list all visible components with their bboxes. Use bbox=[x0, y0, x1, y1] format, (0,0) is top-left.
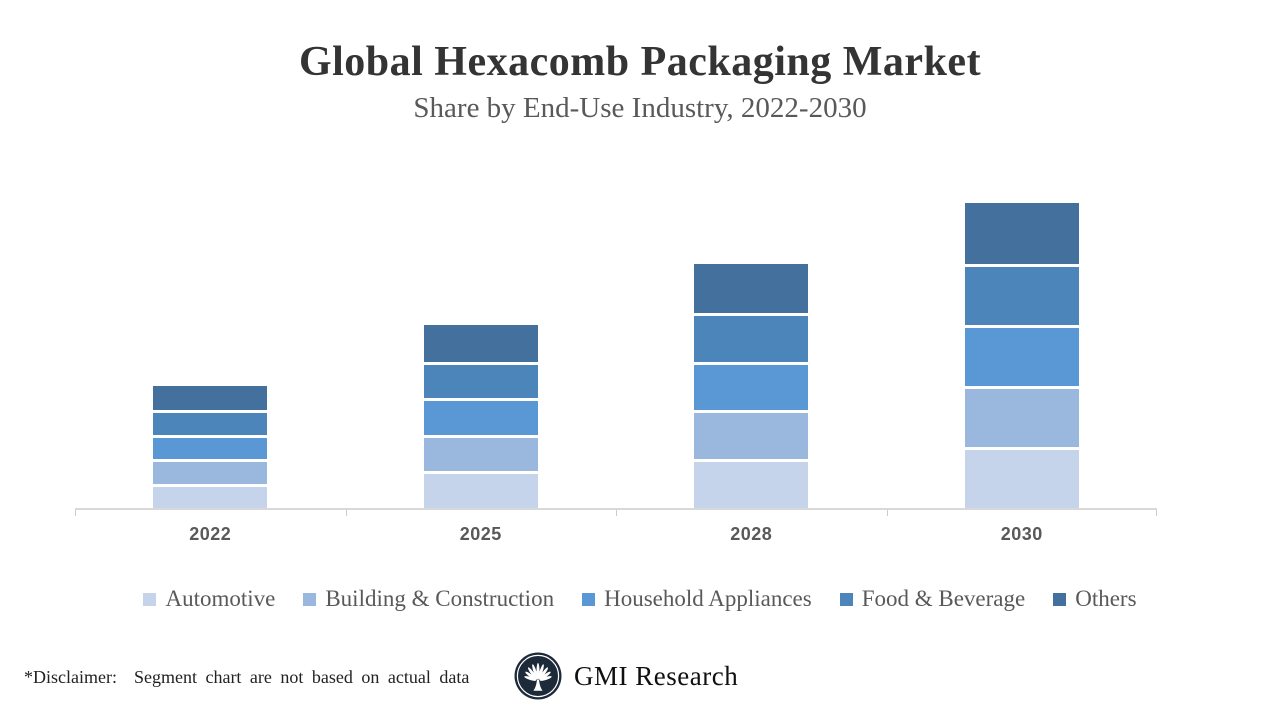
gmi-research-logo: GMI Research bbox=[514, 650, 738, 702]
bar-segment bbox=[694, 459, 809, 508]
stacked-bar-2028 bbox=[694, 264, 809, 508]
legend-label: Food & Beverage bbox=[861, 586, 1026, 611]
bar-segment bbox=[964, 325, 1079, 386]
legend-swatch-icon bbox=[1053, 592, 1067, 606]
legend-item-household-appliances: Household Appliances bbox=[582, 586, 812, 612]
legend-swatch-icon bbox=[303, 592, 317, 606]
palm-fan-icon bbox=[514, 652, 562, 700]
x-axis-label: 2025 bbox=[459, 524, 502, 544]
legend-label: Others bbox=[1075, 586, 1137, 611]
stacked-bar-2030 bbox=[964, 203, 1079, 508]
legend-label: Building & Construction bbox=[325, 586, 555, 611]
bar-segment bbox=[694, 410, 809, 460]
bar-segment bbox=[153, 386, 268, 411]
legend-swatch-icon bbox=[143, 592, 157, 606]
bar-segment bbox=[964, 203, 1079, 264]
stacked-bar-2022 bbox=[153, 386, 268, 508]
bar-segment bbox=[694, 361, 809, 411]
bar-segment bbox=[694, 312, 809, 362]
bar-segment bbox=[964, 447, 1079, 508]
bar-segment bbox=[423, 398, 538, 435]
plot-area bbox=[75, 160, 1157, 516]
bar-segment bbox=[153, 434, 268, 460]
axis-tick bbox=[345, 510, 347, 516]
legend: Automotive Building & Construction Househo… bbox=[0, 586, 1280, 612]
legend-item-building-construction: Building & Construction bbox=[303, 586, 554, 612]
x-axis-label: 2030 bbox=[1000, 524, 1043, 544]
chart-subtitle: Share by End-Use Industry, 2022-2030 bbox=[413, 92, 867, 124]
legend-label: Household Appliances bbox=[604, 586, 812, 611]
axis-tick bbox=[75, 510, 76, 516]
bar-segment bbox=[694, 264, 809, 313]
bar-segment bbox=[153, 410, 268, 435]
bar-segment bbox=[153, 483, 268, 508]
stacked-bar-2025 bbox=[423, 325, 538, 508]
legend-item-food-beverage: Food & Beverage bbox=[839, 586, 1026, 612]
x-axis-line bbox=[75, 508, 1157, 510]
bar-segment bbox=[153, 459, 268, 484]
axis-tick bbox=[886, 510, 888, 516]
bar-segment bbox=[423, 471, 538, 508]
legend-swatch-icon bbox=[839, 592, 853, 606]
legend-label: Automotive bbox=[165, 586, 276, 611]
axis-tick bbox=[616, 510, 617, 516]
chart-title: Global Hexacomb Packaging Market bbox=[298, 39, 982, 85]
logo-wordmark: GMI Research bbox=[574, 660, 739, 691]
bar-segment bbox=[423, 361, 538, 399]
legend-item-automotive: Automotive bbox=[143, 586, 275, 612]
disclaimer-text: *Disclaimer: Segment chart are not based… bbox=[24, 667, 470, 687]
bar-segment bbox=[964, 264, 1079, 325]
legend-item-others: Others bbox=[1053, 586, 1137, 612]
legend-swatch-icon bbox=[582, 592, 596, 606]
x-axis-label: 2022 bbox=[189, 524, 232, 544]
bar-segment bbox=[423, 434, 538, 472]
x-axis-label: 2028 bbox=[730, 524, 773, 544]
x-axis-labels: 2022 2025 2028 2030 bbox=[75, 524, 1157, 545]
bar-segment bbox=[423, 325, 538, 362]
bar-segment bbox=[964, 386, 1079, 447]
axis-tick bbox=[1156, 510, 1157, 516]
